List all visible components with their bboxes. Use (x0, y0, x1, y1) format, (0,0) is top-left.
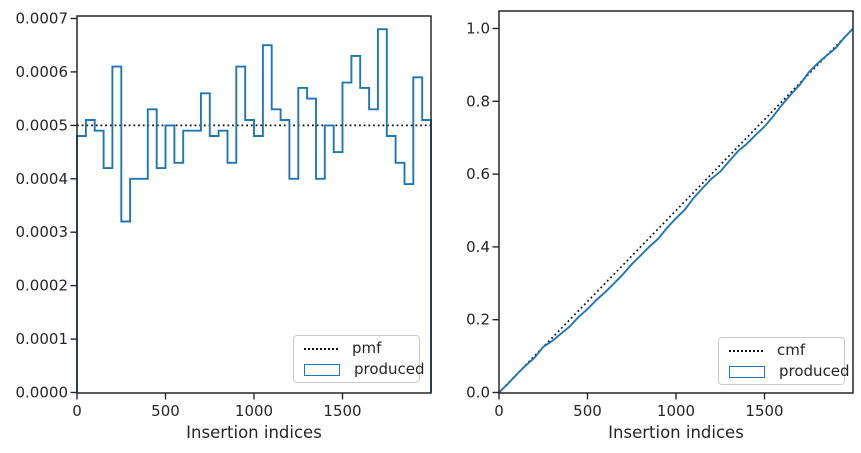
y-tick-label: 0.8 (466, 92, 490, 110)
legend-label-produced-left: produced (354, 360, 425, 378)
y-tick-label: 0.0003 (16, 223, 69, 241)
cmf-dotted-line (498, 27, 854, 394)
right-xaxis-title: Insertion indices (608, 423, 744, 442)
y-tick-label: 0.0002 (16, 277, 69, 295)
legend-entry-cmf: cmf (729, 342, 834, 359)
axes-box (498, 10, 854, 394)
pmf-line-swatch (304, 347, 338, 350)
y-tick-label: 0.0007 (16, 10, 69, 28)
x-tick-label: 1000 (657, 402, 695, 420)
legend-entry-pmf: pmf (304, 340, 409, 357)
y-tick-label: 0.0001 (16, 330, 69, 348)
left-xaxis-title: Insertion indices (186, 423, 322, 442)
x-tick-label: 0 (494, 402, 504, 420)
cmf-line-swatch (729, 349, 763, 352)
legend-right: cmf produced (718, 337, 850, 385)
x-tick-label: 500 (573, 402, 602, 420)
legend-label-pmf: pmf (352, 339, 382, 357)
x-tick-label: 500 (151, 402, 180, 420)
y-tick-label: 0.0004 (16, 170, 69, 188)
legend-entry-produced-left: produced (304, 361, 425, 378)
legend-label-cmf: cmf (777, 341, 806, 359)
produced-patch-swatch (304, 363, 340, 376)
legend-label-produced-right: produced (779, 362, 850, 380)
cmf-subplot: 0 500 1000 1500 0.0 0.2 0.4 0.6 0.8 1.0 (466, 10, 854, 420)
y-tick-label: 1.0 (466, 20, 490, 38)
y-tick-label: 0.0006 (16, 63, 69, 81)
y-tick-label: 0.6 (466, 165, 490, 183)
pmf-subplot: 0 500 1000 1500 0.0000 0.0001 0.0002 0.0003 0.00… (16, 10, 432, 420)
y-tick-label: 0.0005 (16, 116, 69, 134)
produced-step-histogram (76, 28, 432, 393)
x-tick-label: 1500 (745, 402, 783, 420)
x-tick-label: 1500 (323, 402, 361, 420)
x-tick-label: 0 (72, 402, 82, 420)
produced-patch-swatch (729, 365, 765, 378)
legend-entry-produced-right: produced (729, 363, 850, 380)
y-tick-label: 0.0000 (16, 384, 69, 402)
x-tick-label: 1000 (235, 402, 273, 420)
legend-left: pmf produced (293, 335, 425, 383)
y-tick-label: 0.4 (466, 238, 490, 256)
y-tick-label: 0.0 (466, 384, 490, 402)
produced-cumulative-line (498, 27, 854, 394)
y-tick-label: 0.2 (466, 311, 490, 329)
